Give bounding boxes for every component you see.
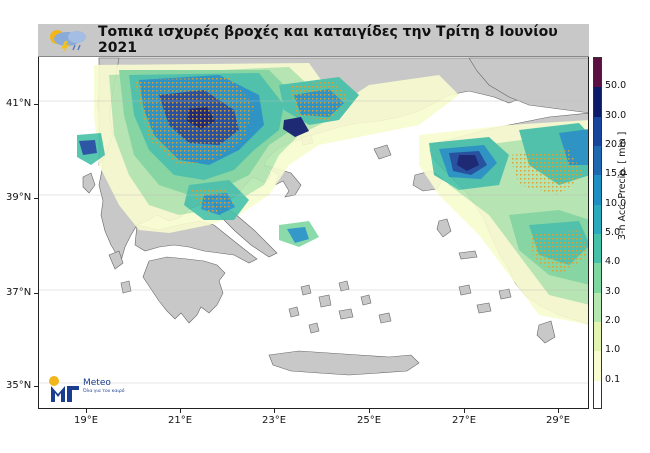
- lon-tick: [558, 409, 559, 413]
- precipitation-map: [39, 57, 588, 384]
- lat-tick: [34, 104, 38, 105]
- colorbar-segment: [594, 321, 601, 352]
- colorbar-level-label: 30.0: [605, 109, 627, 121]
- lat-tick: [34, 386, 38, 387]
- logo-tagline: Όλα για τον καιρό: [83, 389, 125, 394]
- lemnos-island: [373, 144, 392, 160]
- colorbar-level-label: 2.0: [605, 315, 621, 326]
- lon-label: 29°E: [545, 415, 571, 426]
- colorbar-segment: [594, 175, 601, 205]
- cyclades: [288, 280, 392, 334]
- chios-island: [436, 218, 452, 238]
- lat-label: 35°N: [6, 380, 32, 391]
- storm-cloud-icon: [50, 30, 86, 53]
- lon-label: 23°E: [261, 415, 287, 426]
- lat-label: 41°N: [6, 98, 32, 109]
- lon-tick: [274, 409, 275, 413]
- lat-tick: [34, 198, 38, 199]
- graticule: [39, 100, 588, 384]
- lon-tick: [180, 409, 181, 413]
- storm-hatch-layer: [134, 77, 588, 275]
- colorbar-segment: [594, 233, 601, 264]
- colorbar-level-label: 10.0: [605, 197, 627, 209]
- colorbar-segment: [594, 145, 601, 176]
- colorbar-segment: [594, 351, 601, 381]
- lon-label: 25°E: [356, 415, 382, 426]
- ionian-islands: [108, 250, 132, 294]
- colorbar-segment: [594, 263, 601, 293]
- lon-label: 27°E: [451, 415, 477, 426]
- colorbar-level-label: 5.0: [605, 227, 621, 238]
- thrace: [468, 57, 588, 114]
- map-frame: [38, 24, 589, 409]
- corfu-island: [82, 172, 96, 194]
- samos-island: [458, 250, 478, 260]
- colorbar-segment: [594, 116, 601, 146]
- lon-tick: [464, 409, 465, 413]
- colorbar-level-label: 20.0: [605, 139, 627, 150]
- colorbar-level-label: 1.0: [605, 344, 621, 356]
- colorbar-segment: [594, 380, 601, 408]
- dodecanese: [458, 284, 512, 314]
- colorbar-segment: [594, 58, 601, 88]
- map-title: Τοπικά ισχυρές βροχές και καταιγίδες την…: [98, 24, 558, 56]
- lat-tick: [34, 293, 38, 294]
- lon-label: 21°E: [167, 415, 193, 426]
- logo-name: Meteo: [83, 378, 111, 388]
- colorbar-level-label: 4.0: [605, 256, 621, 268]
- colorbar-title: 3-h Acc. Precip. [ mm ]: [617, 131, 628, 240]
- colorbar-level-label: 50.0: [605, 80, 627, 92]
- colorbar-level-label: 3.0: [605, 285, 621, 297]
- colorbar-segment: [594, 87, 601, 117]
- lon-label: 19°E: [73, 415, 99, 426]
- lat-label: 39°N: [6, 192, 32, 203]
- lat-label: 37°N: [6, 287, 32, 298]
- rhodes-island: [536, 320, 556, 344]
- crete-island: [268, 350, 420, 376]
- colorbar-segment: [594, 292, 601, 322]
- map-title-bar: Τοπικά ισχυρές βροχές και καταιγίδες την…: [38, 24, 589, 57]
- colorbar-level-label: 15.0: [605, 168, 627, 180]
- precip-colorbar: [593, 57, 602, 409]
- meteo-logo-icon: [49, 376, 79, 402]
- lon-tick: [86, 409, 87, 413]
- colorbar-segment: [594, 204, 601, 234]
- lon-tick: [369, 409, 370, 413]
- colorbar-level-label: 0.1: [605, 373, 621, 385]
